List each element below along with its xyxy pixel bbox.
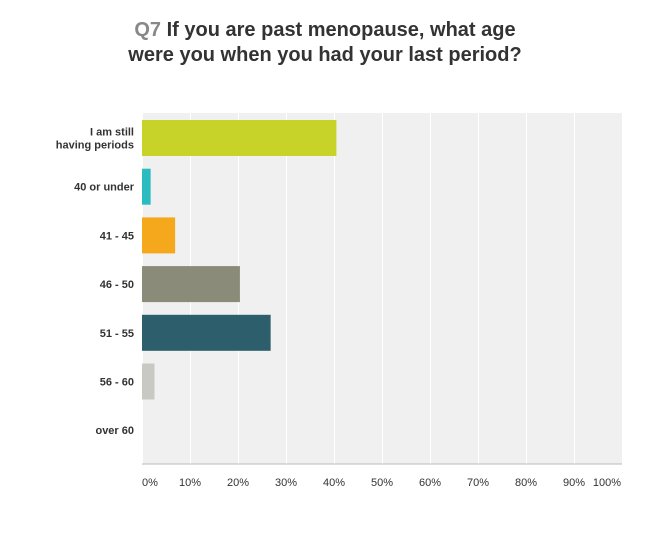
x-tick-label: 30%	[275, 477, 297, 489]
x-tick-label: 90%	[563, 477, 585, 489]
bar	[142, 266, 240, 303]
x-tick-label: 10%	[179, 477, 201, 489]
x-tick-label: 80%	[515, 477, 537, 489]
bar	[142, 363, 155, 400]
category-label: I am still having periods	[56, 127, 134, 152]
category-label: 46 - 50	[100, 279, 134, 291]
category-label: 51 - 55	[100, 328, 134, 340]
category-label: 41 - 45	[100, 230, 134, 242]
x-tick-label: 0%	[142, 477, 158, 489]
x-tick-label: 20%	[227, 477, 249, 489]
bar	[142, 314, 271, 351]
category-labels: I am still having periods 40 or under 41 - …	[56, 127, 135, 438]
category-label: 40 or under	[74, 182, 135, 194]
question-text-line2: were you when you had your last period?	[128, 44, 522, 66]
bar	[142, 217, 176, 254]
bar	[142, 120, 337, 156]
x-tick-labels: 0% 10% 20% 30% 40% 50% 60% 70% 80% 90% 100%	[142, 477, 621, 489]
x-tick-label: 70%	[467, 477, 489, 489]
bar	[142, 168, 151, 205]
x-tick-label: 50%	[371, 477, 393, 489]
question-number: Q7	[134, 19, 162, 41]
category-label: 56 - 60	[100, 377, 134, 389]
x-tick-label: 60%	[419, 477, 441, 489]
question-text-line1: If you are past menopause, what age	[166, 19, 516, 41]
x-tick-label: 40%	[323, 477, 345, 489]
grid-lines	[142, 113, 623, 464]
category-label: over 60	[95, 425, 134, 437]
bars	[142, 120, 337, 400]
x-tick-label: 100%	[593, 477, 621, 489]
chart-title: Q7 If you are past menopause, what age w…	[0, 18, 650, 68]
